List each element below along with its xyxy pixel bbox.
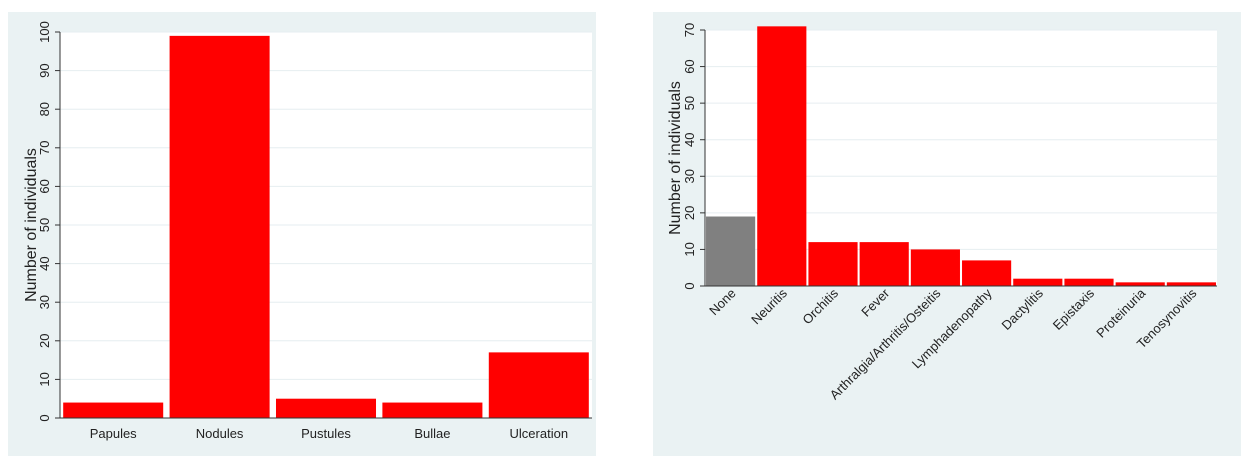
right-x-label-dactylitis: Dactylitis [999,285,1047,333]
right-y-tick-label-20: 20 [682,206,697,220]
left-x-label-nodules: Nodules [196,426,244,441]
left-bar-pustules [275,398,377,418]
right-y-axis-title: Number of individuals [667,81,684,235]
right-y-tick-label-30: 30 [682,169,697,183]
right-bar-fever [859,242,909,286]
chart-left-panel: 0 10 20 30 40 50 60 70 80 90 100 Papules Nodules Pust… [8,12,596,456]
right-bar-arthralgia-arthritis-osteitis [910,249,960,286]
left-y-tick-label-70: 70 [37,141,52,155]
right-y-tick-label-70: 70 [682,23,697,37]
left-y-tick-label-50: 50 [37,218,52,232]
left-bar-ulceration [488,352,589,418]
left-bar-nodules [169,35,270,419]
right-bar-tenosynovitis [1166,282,1216,286]
right-bar-proteinuria [1115,282,1165,286]
right-x-label-none: None [706,286,739,319]
right-bar-none [706,216,756,286]
right-x-label-fever: Fever [858,285,893,320]
left-x-label-ulceration: Ulceration [510,426,569,441]
left-y-tick-label-100: 100 [37,21,52,43]
right-y-tick-label-40: 40 [682,132,697,146]
left-x-label-bullae: Bullae [414,426,450,441]
left-bar-bullae [382,402,483,418]
right-bar-dactylitis [1013,278,1063,286]
right-y-tick-label-50: 50 [682,96,697,110]
right-y-tick-label-10: 10 [682,242,697,256]
right-y-tick-label-60: 60 [682,59,697,73]
right-bar-epistaxis [1064,278,1114,286]
left-y-tick-label-20: 20 [37,334,52,348]
right-x-label-epistaxis: Epistaxis [1050,285,1098,333]
left-y-tick-label-80: 80 [37,102,52,116]
left-y-tick-label-10: 10 [37,372,52,386]
right-bar-neuritis [757,26,807,286]
left-y-tick-label-0: 0 [37,414,52,421]
right-x-label-proteinuria: Proteinuria [1093,285,1149,341]
chart-right: 0 10 20 30 40 50 60 70 None Neuritis Orchitis Fever… [667,23,1217,402]
chart-right-panel: 0 10 20 30 40 50 60 70 None Neuritis Orchitis Fever… [653,12,1241,456]
left-y-axis-title: Number of individuals [23,148,40,302]
left-y-tick-label-60: 60 [37,179,52,193]
left-x-label-papules: Papules [90,426,137,441]
right-y-tick-label-0: 0 [682,282,697,289]
left-bar-papules [63,402,164,418]
left-y-tick-label-40: 40 [37,256,52,270]
right-bar-orchitis [808,242,858,286]
left-y-tick-label-30: 30 [37,295,52,309]
right-x-label-neuritis: Neuritis [748,285,790,327]
left-x-label-pustules: Pustules [301,426,351,441]
right-bar-lymphadenopathy [962,260,1012,286]
left-y-tick-label-90: 90 [37,63,52,77]
right-x-label-orchitis: Orchitis [799,285,841,327]
chart-left: 0 10 20 30 40 50 60 70 80 90 100 Papules Nodules Pust… [23,21,592,441]
